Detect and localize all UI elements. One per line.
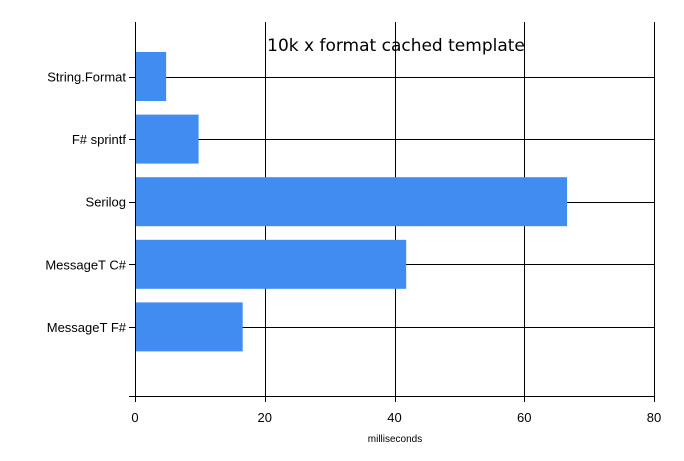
chart-title: 10k x format cached template — [267, 36, 525, 56]
bar — [135, 114, 199, 164]
category-label: String.Format — [47, 70, 126, 85]
x-axis-label: milliseconds — [368, 434, 422, 445]
bars — [135, 52, 568, 352]
category-label: F# sprintf — [72, 132, 127, 147]
x-tick-labels: 0 20 40 60 80 — [131, 410, 661, 425]
bar — [135, 239, 407, 289]
bar — [135, 52, 167, 101]
x-tick-label: 0 — [131, 410, 138, 425]
x-tick-label: 20 — [258, 410, 272, 425]
category-label: MessageT F# — [47, 320, 127, 335]
bar — [135, 177, 568, 227]
category-label: MessageT C# — [45, 257, 126, 272]
axes — [129, 22, 655, 402]
x-tick-label: 60 — [517, 410, 531, 425]
bar — [135, 302, 243, 352]
x-tick-label: 40 — [387, 410, 401, 425]
x-tick-label: 80 — [647, 410, 661, 425]
category-label: Serilog — [86, 195, 126, 210]
category-labels: String.Format F# sprintf Serilog MessageT C… — [45, 70, 126, 335]
